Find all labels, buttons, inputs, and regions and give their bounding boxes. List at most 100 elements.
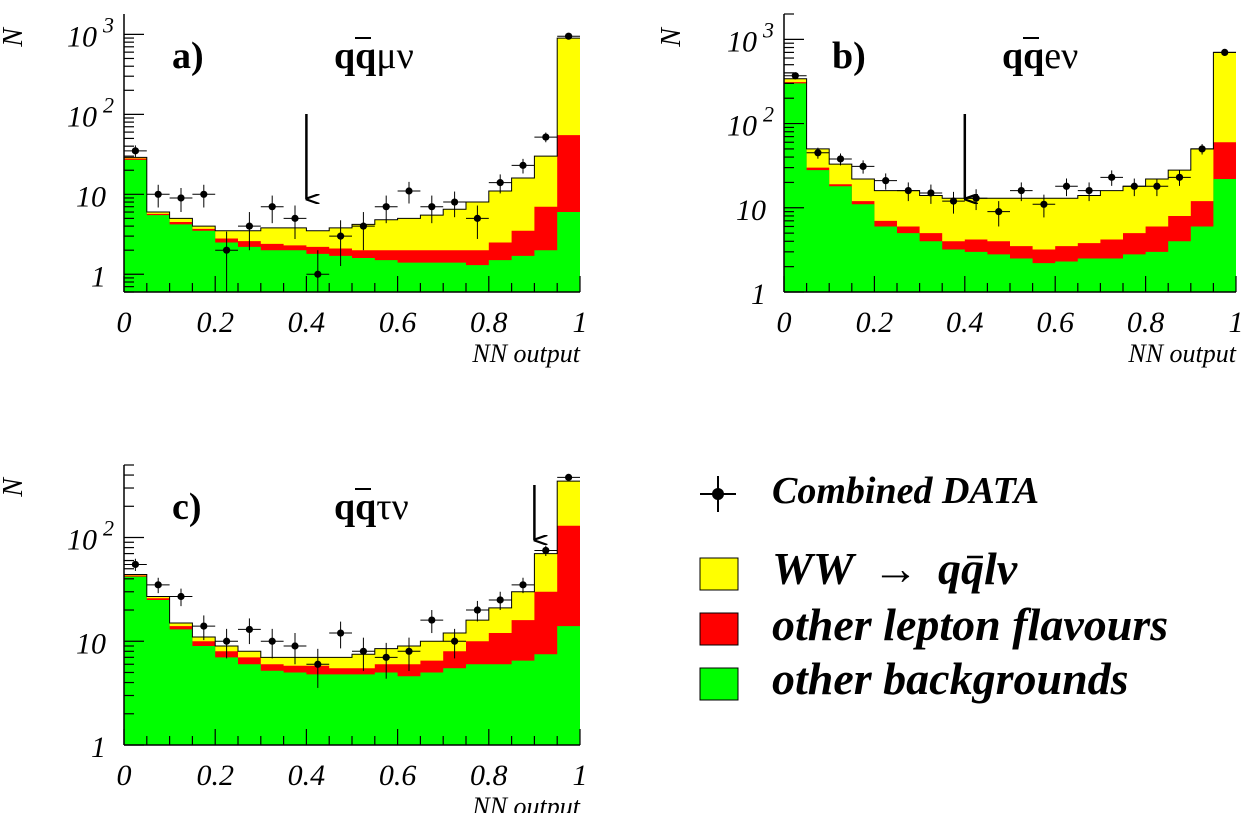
data-point <box>238 212 261 251</box>
y-axis-label: N <box>0 27 29 48</box>
x-tick-label: 1 <box>573 759 588 792</box>
panel-c: 0 0.2 0.4 0.6 0.8 1 1 10 10 2 N NN output c) qqτν <box>0 464 588 813</box>
channel-label: qqτν <box>334 486 409 528</box>
legend: Combined DATA WW → qqlν other lepton fla… <box>699 470 1168 704</box>
legend-other-lepton-swatch <box>699 612 739 646</box>
panel-label: b) <box>832 35 866 77</box>
data-point <box>443 191 466 218</box>
panel-a: 0 0.2 0.4 0.6 0.8 1 1 10 10 2 10 3 N NN output a) qqμν <box>0 12 588 368</box>
legend-data-label: Combined DATA <box>772 470 1039 512</box>
data-point <box>192 184 216 208</box>
data-point <box>329 621 352 649</box>
data-point <box>919 184 943 204</box>
x-axis-label: NN output <box>471 339 580 368</box>
x-tick-label: 1 <box>573 306 588 339</box>
data-point <box>146 184 170 208</box>
x-tick-label: 0.2 <box>196 306 234 339</box>
data-point <box>1168 170 1191 186</box>
data-point <box>124 558 147 571</box>
data-point <box>897 182 920 202</box>
y-tick-label: 1 <box>91 731 106 764</box>
panel-b: 0 0.2 0.4 0.6 0.8 1 1 10 10 2 10 3 N NN output b) qqeν <box>656 13 1244 368</box>
x-tick-label: 0.6 <box>379 306 417 339</box>
data-point <box>306 648 330 688</box>
channel-label: qqeν <box>1002 35 1078 77</box>
data-point <box>146 577 170 594</box>
x-tick-label: 0 <box>117 306 132 339</box>
data-point <box>806 147 830 159</box>
x-tick-label: 0.2 <box>196 759 234 792</box>
legend-other-lepton-label: other lepton flavours <box>772 599 1168 650</box>
x-tick-label: 0.4 <box>288 759 326 792</box>
data-point <box>1190 144 1214 155</box>
data-point <box>488 174 512 194</box>
data-point <box>352 212 375 251</box>
data-point <box>488 591 512 611</box>
data-point <box>169 187 193 213</box>
y-tick-label: 10 2 <box>67 516 114 557</box>
data-point <box>374 642 398 679</box>
y-axis-label: N <box>656 27 687 48</box>
data-point <box>1100 170 1123 186</box>
y-tick-label: 10 <box>736 194 766 227</box>
x-axis-label: NN output <box>471 792 580 813</box>
data-point <box>557 473 580 481</box>
y-tick-label: 10 3 <box>67 12 114 53</box>
data-point <box>1055 178 1078 197</box>
data-point <box>397 637 421 671</box>
data-point <box>466 600 489 622</box>
x-tick-label: 1 <box>1229 306 1244 339</box>
data-point <box>420 610 444 634</box>
y-axis-label: N <box>0 477 29 498</box>
y-tick-label: 10 3 <box>727 17 774 58</box>
x-tick-label: 0.8 <box>1127 306 1165 339</box>
data-point <box>283 633 307 665</box>
x-tick-label: 0.4 <box>946 306 984 339</box>
data-point <box>1145 178 1169 197</box>
legend-other-bg-swatch <box>699 667 739 701</box>
data-point <box>829 153 852 166</box>
data-point <box>851 160 875 174</box>
data-point <box>283 205 307 239</box>
channel-label: qqμν <box>334 35 414 77</box>
x-axis-label: NN output <box>1127 339 1236 368</box>
x-tick-label: 0.8 <box>470 306 508 339</box>
data-point <box>374 195 398 224</box>
data-point <box>511 577 535 594</box>
data-point <box>169 588 193 607</box>
data-point <box>1123 178 1146 197</box>
x-tick-label: 0 <box>117 759 132 792</box>
hist-fill-other-backgrounds <box>124 159 580 292</box>
data-point <box>215 231 238 292</box>
data-point <box>534 545 558 557</box>
legend-other-bg-label: other backgrounds <box>772 653 1129 704</box>
data-point <box>534 132 558 143</box>
x-tick-label: 0.6 <box>1036 306 1074 339</box>
data-point <box>260 628 284 659</box>
data-point <box>124 145 147 158</box>
x-tick-label: 0.8 <box>470 759 508 792</box>
legend-data-marker <box>700 476 736 512</box>
data-point <box>260 195 284 224</box>
data-point <box>420 195 444 224</box>
y-tick-label: 10 2 <box>727 102 774 143</box>
y-tick-label: 10 2 <box>67 92 114 133</box>
y-tick-label: 10 <box>76 627 106 660</box>
data-point <box>238 618 261 645</box>
legend-ww-swatch <box>699 557 739 591</box>
data-point <box>215 628 238 659</box>
data-point <box>192 615 216 641</box>
y-tick-label: 10 <box>76 180 106 213</box>
data-point <box>874 173 897 190</box>
data-point <box>306 250 330 292</box>
data-point <box>329 220 352 267</box>
y-tick-label: 1 <box>91 260 106 293</box>
data-point <box>443 628 466 659</box>
legend-qbar: q <box>961 543 984 594</box>
x-tick-label: 0 <box>777 306 792 339</box>
data-point <box>1213 48 1236 56</box>
x-tick-label: 0.4 <box>288 306 326 339</box>
data-point <box>397 181 421 204</box>
data-point <box>466 205 489 239</box>
